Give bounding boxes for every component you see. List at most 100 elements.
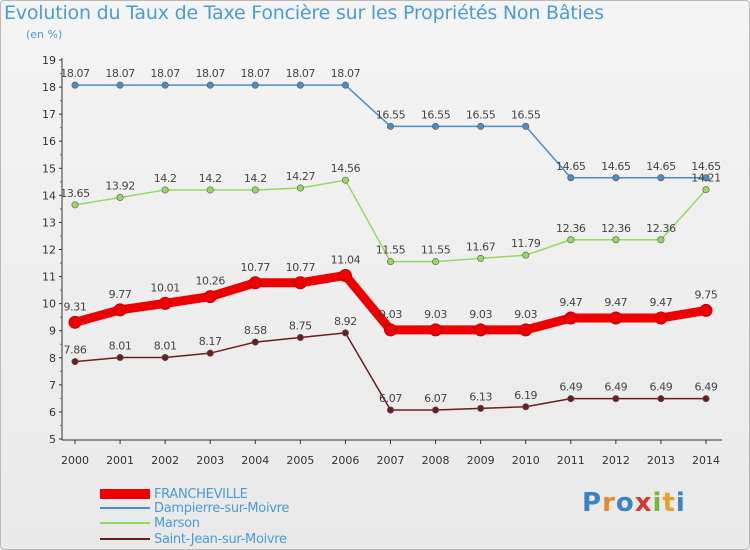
- legend-item: Saint-Jean-sur-Moivre: [100, 531, 287, 547]
- x-tick-label: 2006: [331, 454, 359, 467]
- data-label: 9.75: [695, 288, 718, 301]
- y-tick-label: 8: [49, 352, 56, 365]
- data-label: 18.07: [105, 67, 135, 80]
- data-label: 18.07: [241, 67, 271, 80]
- data-label: 14.56: [331, 162, 361, 175]
- x-tick-label: 2008: [422, 454, 450, 467]
- axes: 5 6 7 8 9 10 11 12 13 14 15 16 17 18 19 2000 2001 2002 200…: [42, 54, 722, 467]
- data-point: [432, 406, 440, 414]
- data-point: [296, 81, 304, 89]
- data-point: [206, 349, 214, 357]
- data-point: [341, 81, 349, 89]
- x-tick-label: 2000: [61, 454, 89, 467]
- data-point: [522, 122, 530, 130]
- legend-item: Dampierre-sur-Moivre: [100, 500, 289, 516]
- data-point: [71, 358, 79, 366]
- data-label: 6.49: [695, 381, 718, 394]
- data-label: 16.55: [421, 108, 451, 121]
- data-label: 13.65: [60, 187, 90, 200]
- data-label: 10.77: [286, 261, 316, 274]
- data-point: [432, 258, 440, 266]
- data-label: 6.49: [559, 381, 582, 394]
- legend-swatch: [100, 522, 150, 524]
- data-label: 6.07: [424, 392, 447, 405]
- data-point: [522, 403, 530, 411]
- data-label: 11.55: [376, 244, 406, 257]
- x-tick-label: 2009: [467, 454, 495, 467]
- data-point: [251, 186, 259, 194]
- data-point: [567, 236, 575, 244]
- x-tick-label: 2004: [241, 454, 269, 467]
- data-label: 6.13: [469, 390, 492, 403]
- data-label: 6.49: [604, 381, 627, 394]
- data-label: 14.65: [601, 160, 631, 173]
- data-point: [116, 354, 124, 362]
- y-tick-label: 19: [42, 54, 56, 67]
- legend-label: Marson: [154, 515, 200, 531]
- data-point: [206, 81, 214, 89]
- x-tick-label: 2005: [286, 454, 314, 467]
- data-point: [702, 186, 710, 194]
- data-label: 14.2: [199, 172, 222, 185]
- y-tick-label: 14: [42, 189, 56, 202]
- data-point: [116, 81, 124, 89]
- data-point: [161, 354, 169, 362]
- data-label: 11.55: [421, 244, 451, 257]
- data-label: 18.07: [195, 67, 225, 80]
- data-label: 14.65: [646, 160, 676, 173]
- data-label: 14.65: [556, 160, 586, 173]
- data-point: [657, 395, 665, 403]
- data-point: [386, 258, 394, 266]
- x-tick-label: 2012: [602, 454, 630, 467]
- data-label: 8.01: [154, 340, 177, 353]
- data-label: 16.55: [511, 108, 541, 121]
- data-label: 6.49: [649, 381, 672, 394]
- data-label: 14.65: [691, 160, 721, 173]
- data-label: 12.36: [556, 222, 586, 235]
- data-label: 18.07: [150, 67, 180, 80]
- data-point: [477, 122, 485, 130]
- data-point: [699, 303, 713, 317]
- data-point: [338, 268, 352, 282]
- logo-letter: t: [662, 488, 676, 518]
- data-label: 16.55: [466, 108, 496, 121]
- unit-label: (en %): [26, 28, 63, 41]
- y-tick-label: 7: [49, 379, 56, 392]
- data-point: [386, 122, 394, 130]
- data-label: 14.21: [691, 172, 721, 185]
- logo-letter: r: [602, 488, 616, 518]
- data-label: 10.77: [241, 261, 271, 274]
- data-point: [68, 315, 82, 329]
- y-tick-label: 15: [42, 162, 56, 175]
- data-point: [296, 333, 304, 341]
- data-point: [567, 395, 575, 403]
- data-point: [657, 174, 665, 182]
- data-point: [477, 254, 485, 262]
- data-label: 8.01: [109, 340, 132, 353]
- logo-letter: o: [615, 488, 635, 518]
- data-point: [206, 186, 214, 194]
- data-point: [251, 338, 259, 346]
- x-tick-label: 2011: [557, 454, 585, 467]
- x-tick-label: 2010: [512, 454, 540, 467]
- data-label: 7.86: [64, 344, 87, 357]
- data-label: 9.03: [514, 308, 537, 321]
- chart-title: Evolution du Taux de Taxe Foncière sur l…: [4, 2, 604, 24]
- data-label: 8.75: [289, 319, 312, 332]
- x-tick-label: 2003: [196, 454, 224, 467]
- data-point: [612, 174, 620, 182]
- data-label: 11.79: [511, 237, 541, 250]
- data-label: 9.03: [469, 308, 492, 321]
- data-label: 9.47: [604, 296, 627, 309]
- proxiti-logo: Proxiti: [582, 488, 686, 518]
- data-labels: 18.07 18.07 18.07 18.07 18.07 18.07 18.07 16.55…: [60, 67, 721, 405]
- data-label: 10.01: [150, 281, 180, 294]
- data-point: [612, 236, 620, 244]
- data-point: [702, 395, 710, 403]
- data-label: 8.17: [199, 335, 222, 348]
- y-tick-label: 6: [49, 406, 56, 419]
- data-label: 18.07: [331, 67, 361, 80]
- y-tick-label: 11: [42, 271, 56, 284]
- data-label: 9.77: [109, 288, 132, 301]
